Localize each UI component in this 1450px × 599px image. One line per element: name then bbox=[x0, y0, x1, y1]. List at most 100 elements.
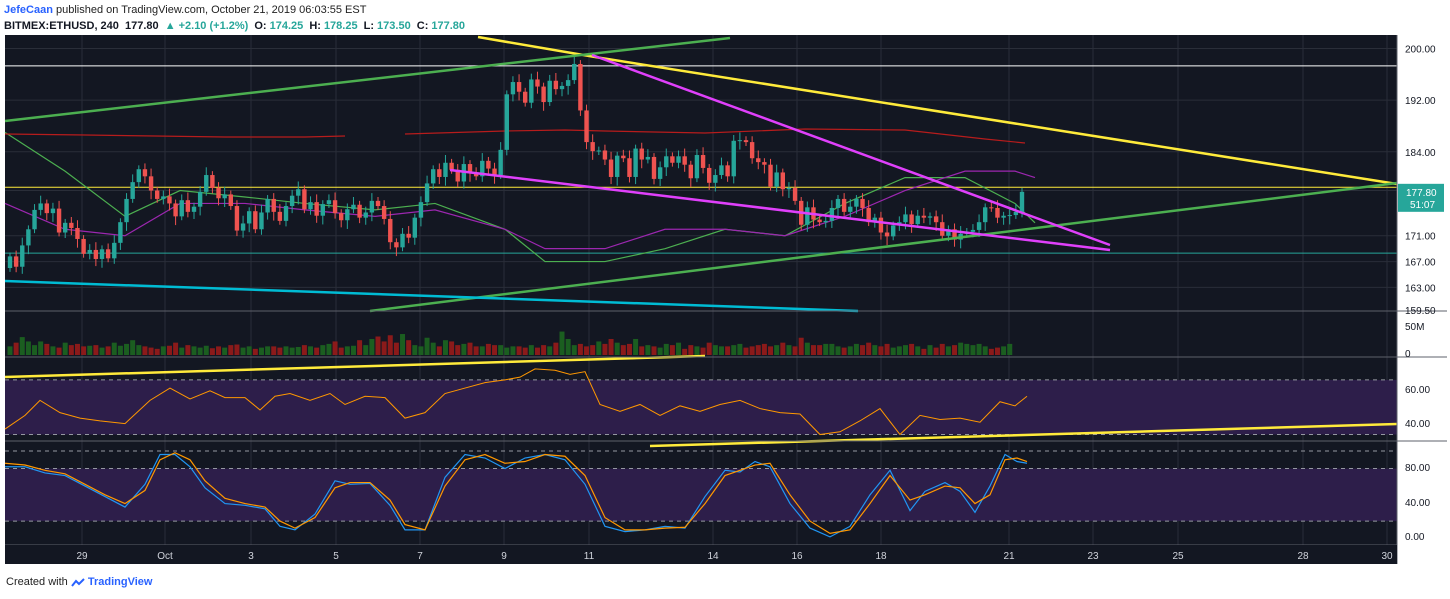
trendline-yellow-main[interactable] bbox=[594, 55, 1398, 186]
candle-body bbox=[749, 142, 755, 159]
volume-bar bbox=[927, 345, 933, 355]
oscillator-bands bbox=[5, 379, 1397, 522]
price-axis-label: 171.00 bbox=[1405, 232, 1436, 243]
rsi-axis-label: 60.00 bbox=[1405, 385, 1430, 396]
candle-body bbox=[136, 169, 141, 183]
candle-body bbox=[63, 222, 68, 233]
volume-bar bbox=[878, 346, 884, 355]
trendline-cyan[interactable] bbox=[4, 279, 859, 313]
time-axis-label: 5 bbox=[333, 551, 339, 562]
trendline-green-lower[interactable] bbox=[369, 181, 1398, 313]
candle-body bbox=[32, 209, 37, 230]
volume-bar bbox=[498, 345, 504, 355]
candle-body bbox=[952, 229, 957, 240]
candle-body bbox=[946, 229, 951, 236]
tradingview-brand[interactable]: TradingView bbox=[87, 576, 153, 588]
candle-body bbox=[155, 190, 160, 199]
price-axis-label: 159.50 bbox=[1405, 306, 1436, 317]
candle-body bbox=[308, 202, 313, 210]
candle-body bbox=[7, 256, 13, 269]
candle-body bbox=[443, 162, 448, 177]
candle-body bbox=[418, 202, 424, 218]
candle-body bbox=[707, 167, 712, 183]
volume-bar bbox=[731, 345, 737, 355]
trendline-rsi-lower[interactable] bbox=[649, 422, 1398, 448]
candle-body bbox=[142, 169, 148, 177]
candle-body bbox=[222, 194, 227, 199]
volume-bar bbox=[240, 347, 246, 355]
candle-body bbox=[431, 169, 436, 184]
time-axis-label: 11 bbox=[584, 551, 595, 562]
trendline-yellow-upper[interactable] bbox=[477, 35, 596, 59]
trendline-magenta-lower[interactable] bbox=[449, 168, 1111, 252]
candle-body bbox=[976, 222, 982, 230]
candle-body bbox=[210, 175, 215, 188]
volume-bar bbox=[718, 346, 724, 355]
candle-body bbox=[437, 169, 442, 177]
volume-bar bbox=[363, 345, 369, 355]
volume-bar bbox=[74, 343, 80, 355]
grid bbox=[5, 35, 1397, 545]
candle-body bbox=[700, 155, 706, 168]
candle-body bbox=[69, 222, 74, 228]
volume-bar bbox=[277, 347, 283, 355]
candle-body bbox=[302, 189, 307, 210]
volume-bar bbox=[179, 347, 185, 355]
volume-bar bbox=[455, 345, 461, 355]
candle-body bbox=[921, 215, 927, 218]
candle-body bbox=[792, 187, 798, 201]
candle-body bbox=[584, 110, 589, 143]
candle-body bbox=[492, 168, 497, 176]
candle-body bbox=[13, 256, 19, 267]
tradingview-logo-icon bbox=[71, 577, 85, 587]
volume-bar bbox=[694, 346, 700, 355]
volume-bar bbox=[430, 342, 436, 355]
stoch-axis-label: 40.00 bbox=[1405, 498, 1430, 509]
stoch-band bbox=[5, 468, 1397, 522]
time-axis-label: 14 bbox=[707, 551, 719, 562]
candle-body bbox=[872, 217, 877, 223]
volume-bar bbox=[357, 340, 363, 355]
price-axis-label: 192.00 bbox=[1405, 96, 1436, 107]
volume-bar bbox=[817, 345, 823, 355]
candle-body bbox=[578, 63, 583, 111]
volume-bar bbox=[7, 346, 13, 355]
volume-bar bbox=[761, 343, 767, 355]
time-axis-label: 16 bbox=[791, 551, 803, 562]
close-label: C: bbox=[416, 20, 429, 32]
volume-bar bbox=[166, 345, 172, 355]
candle-body bbox=[234, 206, 240, 231]
stoch-axis-label: 80.00 bbox=[1405, 463, 1430, 474]
volume-bar bbox=[626, 343, 632, 355]
volume-bar bbox=[866, 342, 872, 355]
symbol-label[interactable]: BITMEX:ETHUSD, 240 bbox=[4, 20, 119, 32]
rsi-axis-label: 40.00 bbox=[1405, 419, 1430, 430]
candle-body bbox=[332, 200, 338, 214]
volume-bar bbox=[510, 346, 516, 355]
candle-body bbox=[179, 200, 184, 217]
trendlines[interactable] bbox=[4, 35, 1398, 448]
volume-bar bbox=[651, 346, 657, 355]
trendline-rsi-upper[interactable] bbox=[4, 354, 706, 379]
price-axis-label: 200.00 bbox=[1405, 44, 1436, 55]
candle-body bbox=[265, 198, 270, 213]
stoch-k-line bbox=[5, 453, 1028, 538]
last-price-tag bbox=[1398, 183, 1444, 212]
volume-bar bbox=[436, 346, 442, 355]
volume-bar bbox=[976, 343, 982, 355]
candle-body bbox=[148, 176, 154, 191]
author-name[interactable]: JefeCaan bbox=[4, 4, 53, 16]
candle-body bbox=[124, 198, 129, 223]
time-axis-label: 25 bbox=[1172, 551, 1184, 562]
candle-body bbox=[529, 79, 534, 103]
time-axis-label: 29 bbox=[76, 551, 88, 562]
volume-bar bbox=[884, 343, 890, 355]
price-axis-label: 167.00 bbox=[1405, 258, 1436, 269]
volume-bar bbox=[553, 342, 559, 355]
volume-bar bbox=[265, 346, 271, 355]
trendline-green-upper[interactable] bbox=[4, 36, 731, 123]
trendline-magenta-upper[interactable] bbox=[591, 53, 1111, 247]
time-axis-label: 28 bbox=[1297, 551, 1309, 562]
volume-bar bbox=[124, 343, 130, 355]
